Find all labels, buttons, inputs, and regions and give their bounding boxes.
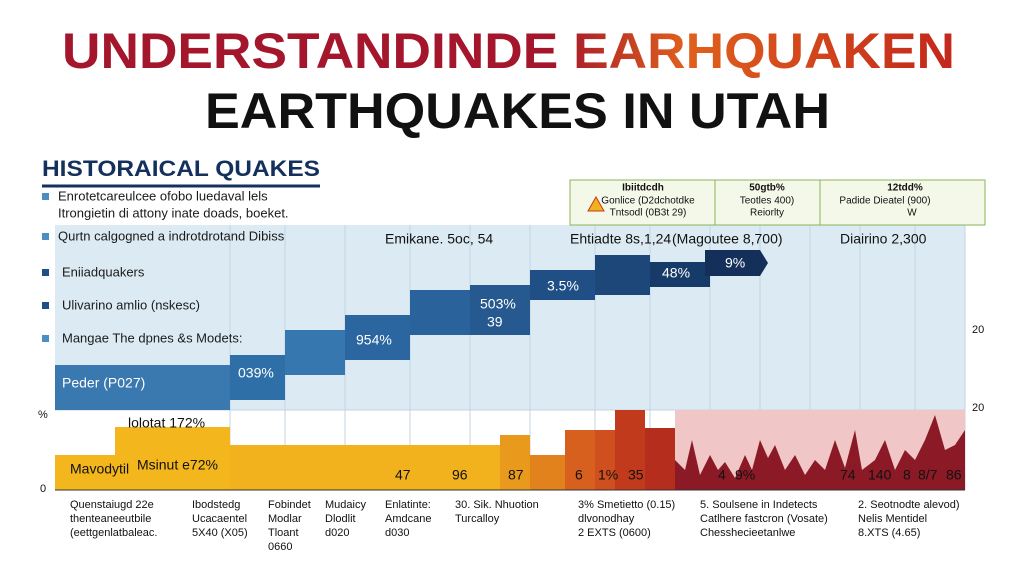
bottom-label: Enlatinte:	[385, 499, 431, 511]
box-text: Teotles 400)	[740, 196, 794, 207]
bar-label: 47	[395, 467, 411, 483]
bottom-label: Tloant	[268, 527, 299, 539]
axis-label: 0	[40, 483, 46, 495]
axis-label: %	[38, 409, 48, 421]
box-text: 50gtb%	[749, 183, 785, 194]
bar-label: 96	[452, 467, 468, 483]
bottom-label: 2. Seotnodte alevod)	[858, 499, 960, 511]
box-text: Tntsodl (0B3t 29)	[610, 208, 687, 219]
callout: (Magoutee 8,700)	[672, 231, 783, 247]
bottom-label: Modlar	[268, 513, 302, 525]
bar-label: Msinut e72%	[137, 457, 218, 473]
bar-label: 86	[946, 467, 962, 483]
blue-steps	[55, 250, 768, 410]
bottom-label: 5X40 (X05)	[192, 527, 248, 539]
note: Itrongietin di attony inate doads, boeke…	[58, 205, 289, 220]
bar-label: 8/7	[918, 467, 938, 483]
bottom-label: Amdcane	[385, 513, 431, 525]
callout: Diairino 2,300	[840, 231, 927, 247]
bottom-labels: Quenstaiugd 22e thenteaneeutbile (eettgenl…	[70, 499, 960, 553]
step-label: 9%	[725, 255, 745, 271]
bar-label: 6	[575, 467, 583, 483]
bottom-label: d030	[385, 527, 409, 539]
bottom-label: dlvonodhay	[578, 513, 635, 525]
bottom-label: Dlodlit	[325, 513, 356, 525]
note: Qurtn calgogned a indrotdrotand Dibiss	[58, 228, 285, 243]
box-text: W	[907, 208, 917, 219]
bar-label: 9%	[735, 467, 755, 483]
bottom-label: 0660	[268, 541, 292, 553]
bars	[55, 410, 965, 490]
bottom-label: 5. Soulsene in Indetects	[700, 499, 818, 511]
bottom-label: 2 EXTS (0600)	[578, 527, 651, 539]
bottom-label: 8.XTS (4.65)	[858, 527, 920, 539]
bar-label: 35	[628, 467, 644, 483]
bottom-label: d020	[325, 527, 349, 539]
step-label: 503%	[480, 296, 516, 312]
bar-label: 140	[868, 467, 892, 483]
bottom-label: Fobindet	[268, 499, 311, 511]
bar-label: lolotat 172%	[128, 415, 205, 431]
callout: Emikane. 5oc, 54	[385, 231, 493, 247]
bottom-label: Quenstaiugd 22e	[70, 499, 154, 511]
bottom-label: Ucacaentel	[192, 513, 247, 525]
notes: Enrotetcareulcee ofobo luedaval lels Itr…	[42, 188, 289, 345]
step-label: 39	[487, 314, 503, 330]
bottom-label: 30. Sik. Nhuotion	[455, 499, 539, 511]
bottom-label: 3% Smetietto (0.15)	[578, 499, 675, 511]
bar-label: Mavodytil	[70, 461, 129, 477]
bottom-label: (eettgenlatbaleac.	[70, 527, 157, 539]
bottom-label: Catlhere fastcron (Vosate)	[700, 513, 828, 525]
step-label: 954%	[356, 332, 392, 348]
step-label: 48%	[662, 265, 690, 281]
box-text: Reiorlty	[750, 208, 784, 219]
note: Enrotetcareulcee ofobo luedaval lels	[58, 188, 268, 203]
title-line-2: EARTHQUAKES IN UTAH	[205, 83, 830, 139]
bar-label: 74	[840, 467, 856, 483]
title-line-1: UNDERSTANDINDE EARHQUAKEN	[62, 23, 955, 79]
bottom-label: Turcalloy	[455, 513, 500, 525]
bar-label: 87	[508, 467, 524, 483]
axis-label: 20	[972, 402, 984, 414]
bar-label: 4	[718, 467, 726, 483]
bar-label: 1%	[598, 467, 618, 483]
step-label: Peder (P027)	[62, 375, 145, 391]
legend-entry: Mangae The dpnes &s Modets:	[62, 330, 242, 345]
bottom-label: Ibodstedg	[192, 499, 240, 511]
box-text: 12tdd%	[887, 183, 923, 194]
legend-entry: Eniiadquakers	[62, 264, 145, 279]
bottom-label: Chesshecieetanlwe	[700, 527, 795, 539]
bar-label: 8	[903, 467, 911, 483]
bottom-label: thenteaneeutbile	[70, 513, 151, 525]
bottom-label: Mudaicy	[325, 499, 366, 511]
step-label: 3.5%	[547, 278, 579, 294]
legend-entry: Ulivarino amlio (nskesc)	[62, 297, 200, 312]
bottom-label: Nelis Mentidel	[858, 513, 927, 525]
callout: Ehtiadte 8s,1,24	[570, 231, 671, 247]
axis-label: 20	[972, 324, 984, 336]
section-title: HISTORAICAL QUAKES	[42, 156, 320, 181]
info-boxes: Ibiitdcdh Gonlice (D2dchotdke Tntsodl (0…	[569, 179, 986, 226]
box-text: Ibiitdcdh	[622, 183, 664, 194]
box-text: Padide Dieatel (900)	[839, 196, 930, 207]
step-label: 039%	[238, 365, 274, 381]
box-text: Gonlice (D2dchotdke	[601, 196, 695, 207]
